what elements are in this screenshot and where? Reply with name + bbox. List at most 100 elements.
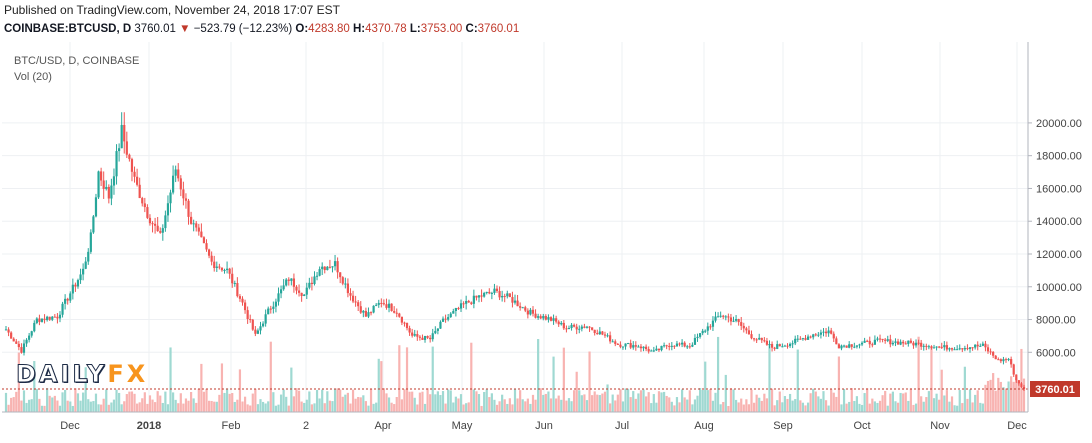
candle-body <box>747 330 751 335</box>
time-axis[interactable]: Dec 2018 Feb 2 Apr May Jun Jul Aug Sep Oct Nov Dec <box>60 420 1027 432</box>
candle-body <box>621 346 625 348</box>
candle-body <box>994 355 997 360</box>
volume-bar <box>130 391 134 412</box>
volume-bar <box>727 405 730 412</box>
volume-bar <box>688 390 691 412</box>
candle-body <box>1007 359 1010 361</box>
candle-body <box>814 334 817 336</box>
volume-bar <box>637 393 640 412</box>
candle-body <box>1010 359 1013 365</box>
candle-body <box>696 336 699 338</box>
candle-body <box>935 346 938 348</box>
candle-body <box>794 338 797 344</box>
candle-body <box>426 336 429 338</box>
candle-body <box>231 273 234 284</box>
volume-bar <box>776 400 779 412</box>
candle-body <box>84 261 87 269</box>
volume-bar <box>945 390 948 412</box>
volume-bar <box>763 393 766 412</box>
candle-body <box>634 345 637 347</box>
volume-bar <box>673 405 676 412</box>
volume-bar <box>842 388 846 412</box>
candlesticks <box>4 112 1026 391</box>
candle-body <box>241 298 244 303</box>
volume-bar <box>686 399 689 412</box>
x-tick-label: Dec <box>60 420 80 432</box>
volume-bar <box>393 404 396 412</box>
candle-body <box>881 338 884 340</box>
candle-body <box>567 328 571 330</box>
volume-bar <box>770 388 774 412</box>
candle-body <box>593 329 596 334</box>
candle-body <box>578 328 581 330</box>
candle-body <box>120 124 123 149</box>
candle-body <box>346 283 350 294</box>
volume-bar <box>66 400 69 412</box>
candle-body <box>195 223 198 228</box>
x-tick-label: 2 <box>303 420 309 432</box>
candle-body <box>698 333 702 337</box>
price-axis[interactable]: 20000.00 18000.00 16000.00 14000.00 12000.00… <box>1028 118 1082 359</box>
candle-body <box>25 339 28 344</box>
volume-bar <box>102 398 105 412</box>
candle-body <box>285 279 288 286</box>
volume-bar <box>868 403 871 412</box>
volume-bar <box>506 403 509 412</box>
volume-bar <box>621 401 625 412</box>
logo-part-1: DAILY <box>15 360 108 389</box>
volume-bar <box>79 400 82 412</box>
volume-bar <box>920 396 923 412</box>
candle-body <box>827 330 830 334</box>
candle-body <box>452 310 455 314</box>
candle-body <box>840 345 843 349</box>
volume-bar <box>177 403 180 412</box>
volume-bar <box>480 405 483 412</box>
candle-body <box>71 284 74 294</box>
candle-body <box>436 328 439 331</box>
volume-bar <box>223 392 226 412</box>
volume-bar <box>850 388 853 412</box>
volume-bar <box>218 394 221 412</box>
volume-bar <box>917 336 920 412</box>
candle-body <box>79 274 82 281</box>
candle-body <box>69 293 72 301</box>
candle-body <box>675 343 679 347</box>
volume-bar <box>760 400 763 412</box>
volume-bar <box>213 401 216 412</box>
candle-body <box>411 332 414 336</box>
volume-bar <box>632 391 635 412</box>
volume-bar <box>573 390 576 412</box>
candle-body <box>871 344 874 346</box>
volume-bar <box>7 404 10 412</box>
volume-bar <box>25 402 28 412</box>
volume-bar <box>429 394 432 412</box>
candle-body <box>971 347 974 349</box>
volume-bar <box>925 397 928 412</box>
volume-bar <box>40 405 44 412</box>
candle-body <box>737 319 740 323</box>
candle-body <box>925 345 928 347</box>
candle-body <box>1015 374 1018 381</box>
candle-body <box>238 296 242 299</box>
candle-body <box>74 284 77 287</box>
y-tick-label: 6000.00 <box>1036 347 1076 359</box>
volume-title: Vol (20) <box>14 71 52 83</box>
candle-body <box>788 343 792 347</box>
candle-body <box>781 346 784 348</box>
candle-body <box>917 342 920 344</box>
volume-bar <box>999 381 1002 412</box>
volume-bar <box>357 396 360 412</box>
candle-body <box>444 318 447 320</box>
candle-body <box>297 290 301 293</box>
volume-bar <box>71 405 74 412</box>
y-tick-label: 16000.00 <box>1036 183 1082 195</box>
volume-bar <box>1007 381 1010 412</box>
candle-body <box>830 330 833 334</box>
volume-bar <box>696 395 699 412</box>
volume-bar <box>873 401 876 412</box>
volume-bar <box>634 398 637 412</box>
volume-bar <box>4 392 8 412</box>
volume-bar <box>953 405 956 412</box>
candle-body <box>1002 359 1005 362</box>
